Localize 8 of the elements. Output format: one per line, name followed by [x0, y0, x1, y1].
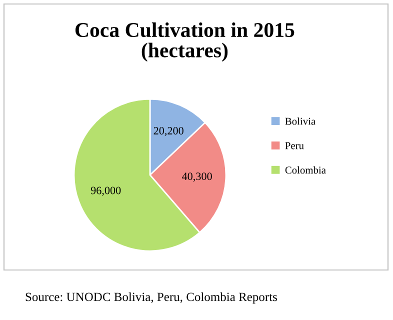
legend-label: Bolivia — [285, 117, 316, 125]
source-note: Source: UNODC Bolivia, Peru, Colombia Reports — [26, 292, 277, 304]
data-label: 20,200 — [154, 126, 184, 136]
chart-title: Coca Cultivation in 2015 (hectares) — [75, 22, 294, 62]
data-label: 96,000 — [90, 186, 121, 196]
legend-label: Colombia — [285, 166, 326, 174]
legend-label: Peru — [285, 142, 304, 150]
data-label: 40,300 — [182, 172, 212, 182]
